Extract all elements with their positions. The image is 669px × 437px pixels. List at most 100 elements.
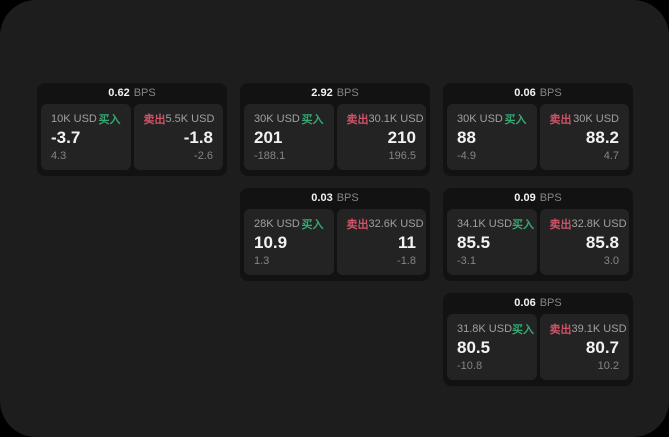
buy-quote-panel[interactable]: 34.1K USD 买入 85.5 -3.1 — [447, 209, 537, 275]
sell-change: -1.8 — [397, 255, 416, 267]
buy-quote-panel[interactable]: 30K USD 买入 201 -188.1 — [244, 104, 334, 170]
sell-quote-panel[interactable]: 卖出 5.5K USD -1.8 -2.6 — [133, 104, 223, 170]
buy-side-label: 买入 — [512, 219, 535, 231]
buy-notional: 10K USD — [51, 113, 97, 125]
spread-header: 0.06 BPS — [443, 83, 633, 104]
sell-side-label: 卖出 — [346, 114, 369, 126]
buy-price: 10.9 — [254, 233, 288, 253]
bps-unit-label: BPS — [539, 87, 562, 99]
sell-change: 4.7 — [603, 150, 619, 162]
buy-change: -3.1 — [457, 255, 476, 267]
sell-notional: 5.5K USD — [165, 113, 215, 125]
sell-change: 10.2 — [597, 360, 619, 372]
sell-price: 11 — [398, 233, 416, 253]
quote-panels: 30K USD 买入 201 -188.1 卖出 30.1K USD 210 1… — [244, 104, 426, 170]
sell-price: 80.7 — [585, 338, 619, 358]
bps-unit-label: BPS — [539, 192, 562, 204]
sell-price: 88.2 — [585, 128, 619, 148]
buy-side-label: 买入 — [98, 114, 121, 126]
buy-panel-header: 28K USD 买入 — [254, 216, 324, 232]
quote-panels: 31.8K USD 买入 80.5 -10.8 卖出 39.1K USD 80.… — [447, 314, 629, 380]
sell-quote-panel[interactable]: 卖出 30K USD 88.2 4.7 — [539, 104, 629, 170]
sell-notional: 32.8K USD — [571, 218, 627, 230]
sell-notional: 32.6K USD — [368, 218, 424, 230]
buy-panel-header: 31.8K USD 买入 — [457, 321, 534, 337]
sell-notional: 30K USD — [573, 113, 619, 125]
sell-panel-header: 卖出 32.6K USD — [346, 216, 424, 232]
quote-card: 0.09 BPS 34.1K USD 买入 85.5 -3.1 卖出 32.8K… — [443, 188, 633, 281]
sell-quote-panel[interactable]: 卖出 30.1K USD 210 196.5 — [336, 104, 426, 170]
buy-quote-panel[interactable]: 31.8K USD 买入 80.5 -10.8 — [447, 314, 537, 380]
buy-notional: 31.8K USD — [457, 323, 513, 335]
buy-quote-panel[interactable]: 30K USD 买入 88 -4.9 — [447, 104, 537, 170]
sell-panel-header: 卖出 5.5K USD — [143, 111, 215, 127]
buy-price: -3.7 — [51, 128, 81, 148]
sell-panel-header: 卖出 30.1K USD — [346, 111, 424, 127]
bps-unit-label: BPS — [539, 297, 562, 309]
bps-unit-label: BPS — [336, 192, 359, 204]
quote-card: 0.06 BPS 31.8K USD 买入 80.5 -10.8 卖出 39.1… — [443, 293, 633, 386]
sell-price: 210 — [387, 128, 416, 148]
sell-side-label: 卖出 — [549, 219, 572, 231]
spread-header: 0.09 BPS — [443, 188, 633, 209]
buy-change: 4.3 — [51, 150, 67, 162]
sell-price: -1.8 — [183, 128, 213, 148]
buy-price: 88 — [457, 128, 476, 148]
sell-side-label: 卖出 — [143, 114, 166, 126]
quote-panels: 34.1K USD 买入 85.5 -3.1 卖出 32.8K USD 85.8… — [447, 209, 629, 275]
sell-side-label: 卖出 — [549, 114, 572, 126]
spread-value: 2.92 — [311, 87, 333, 99]
sell-panel-header: 卖出 39.1K USD — [549, 321, 627, 337]
buy-panel-header: 34.1K USD 买入 — [457, 216, 534, 232]
buy-price: 80.5 — [457, 338, 491, 358]
sell-panel-header: 卖出 32.8K USD — [549, 216, 627, 232]
buy-notional: 28K USD — [254, 218, 300, 230]
spread-value: 0.03 — [311, 192, 333, 204]
sell-side-label: 卖出 — [549, 324, 572, 336]
quote-panels: 30K USD 买入 88 -4.9 卖出 30K USD 88.2 4.7 — [447, 104, 629, 170]
spread-header: 0.62 BPS — [37, 83, 227, 104]
buy-change: -10.8 — [457, 360, 483, 372]
quote-card: 0.62 BPS 10K USD 买入 -3.7 4.3 卖出 5.5K USD — [37, 83, 227, 176]
sell-notional: 30.1K USD — [368, 113, 424, 125]
quote-card: 0.03 BPS 28K USD 买入 10.9 1.3 卖出 32.6K US… — [240, 188, 430, 281]
buy-notional: 30K USD — [254, 113, 300, 125]
buy-side-label: 买入 — [504, 114, 527, 126]
sell-panel-header: 卖出 30K USD — [550, 111, 620, 127]
spread-value: 0.62 — [108, 87, 130, 99]
buy-panel-header: 30K USD 买入 — [254, 111, 324, 127]
buy-price: 85.5 — [457, 233, 491, 253]
buy-change: -188.1 — [254, 150, 286, 162]
quote-panels: 28K USD 买入 10.9 1.3 卖出 32.6K USD 11 -1.8 — [244, 209, 426, 275]
buy-quote-panel[interactable]: 10K USD 买入 -3.7 4.3 — [41, 104, 131, 170]
sell-notional: 39.1K USD — [571, 323, 627, 335]
buy-quote-panel[interactable]: 28K USD 买入 10.9 1.3 — [244, 209, 334, 275]
quote-card: 0.06 BPS 30K USD 买入 88 -4.9 卖出 30K USD — [443, 83, 633, 176]
sell-side-label: 卖出 — [346, 219, 369, 231]
sell-quote-panel[interactable]: 卖出 32.8K USD 85.8 3.0 — [539, 209, 629, 275]
buy-notional: 30K USD — [457, 113, 503, 125]
quote-card: 2.92 BPS 30K USD 买入 201 -188.1 卖出 30.1K … — [240, 83, 430, 176]
sell-change: -2.6 — [194, 150, 213, 162]
sell-quote-panel[interactable]: 卖出 32.6K USD 11 -1.8 — [336, 209, 426, 275]
buy-side-label: 买入 — [301, 219, 324, 231]
spread-header: 2.92 BPS — [240, 83, 430, 104]
sell-quote-panel[interactable]: 卖出 39.1K USD 80.7 10.2 — [539, 314, 629, 380]
buy-notional: 34.1K USD — [457, 218, 513, 230]
spread-header: 0.03 BPS — [240, 188, 430, 209]
sell-price: 85.8 — [585, 233, 619, 253]
spread-header: 0.06 BPS — [443, 293, 633, 314]
spread-value: 0.09 — [514, 192, 536, 204]
buy-side-label: 买入 — [301, 114, 324, 126]
buy-panel-header: 10K USD 买入 — [51, 111, 121, 127]
sell-change: 3.0 — [603, 255, 619, 267]
spread-value: 0.06 — [514, 297, 536, 309]
quote-panels: 10K USD 买入 -3.7 4.3 卖出 5.5K USD -1.8 -2.… — [41, 104, 223, 170]
buy-panel-header: 30K USD 买入 — [457, 111, 527, 127]
quote-card-grid: 0.62 BPS 10K USD 买入 -3.7 4.3 卖出 5.5K USD — [37, 83, 633, 386]
buy-change: 1.3 — [254, 255, 270, 267]
spread-value: 0.06 — [514, 87, 536, 99]
buy-price: 201 — [254, 128, 283, 148]
buy-change: -4.9 — [457, 150, 476, 162]
